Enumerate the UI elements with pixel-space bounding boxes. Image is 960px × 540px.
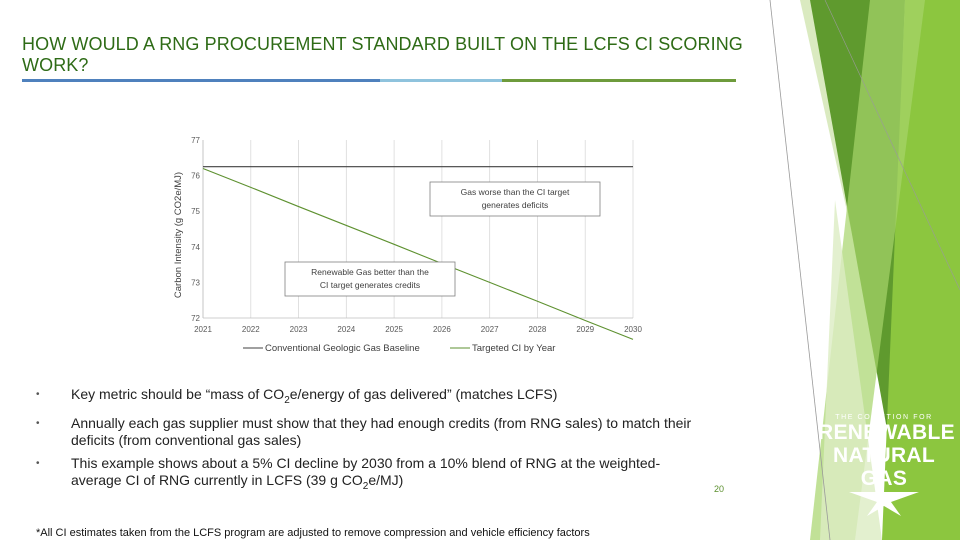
x-tick-label: 2027 bbox=[481, 325, 499, 334]
bullet-text: Annually each gas supplier must show tha… bbox=[71, 414, 692, 448]
bullet-text-end: e/MJ) bbox=[368, 471, 404, 488]
x-tick-label: 2024 bbox=[337, 325, 355, 334]
page-title: HOW WOULD A RNG PROCUREMENT STANDARD BUI… bbox=[22, 34, 743, 75]
bullet-list: • Key metric should be “mass of CO2e/ener… bbox=[36, 386, 696, 501]
bullet-dot: • bbox=[36, 417, 40, 429]
bullet-dot: • bbox=[36, 457, 40, 469]
x-tick-label: 2030 bbox=[624, 325, 642, 334]
title-underline-green bbox=[502, 79, 736, 82]
y-tick-label: 75 bbox=[191, 207, 200, 216]
bullet-item: • Annually each gas supplier must show th… bbox=[36, 415, 696, 449]
bullet-text-end: e/energy of gas delivered” (matches LCFS… bbox=[289, 386, 558, 402]
x-tick-label: 2021 bbox=[194, 325, 212, 334]
x-tick-label: 2026 bbox=[433, 325, 451, 334]
legend-label: Conventional Geologic Gas Baseline bbox=[265, 343, 420, 354]
annotation-box bbox=[284, 261, 456, 297]
series-line-target bbox=[202, 167, 634, 340]
logo-line-1: RENEWABLE bbox=[818, 421, 955, 444]
x-tick-label: 2023 bbox=[290, 325, 308, 334]
bullet-text: This example shows about a 5% CI decline… bbox=[71, 454, 661, 488]
page-number: 20 bbox=[714, 484, 725, 494]
annotation-text: CI target generates credits bbox=[320, 280, 420, 290]
logo-line-2: NATURAL GAS bbox=[832, 444, 936, 490]
bullet-item: • Key metric should be “mass of CO2e/ener… bbox=[36, 386, 696, 409]
annotation-box bbox=[429, 181, 601, 217]
x-tick-label: 2022 bbox=[242, 325, 260, 334]
rng-coalition-logo: THE COALITION FOR RENEWABLE NATURAL GAS bbox=[818, 414, 955, 516]
decorative-background bbox=[769, 0, 960, 540]
y-tick-label: 72 bbox=[191, 314, 200, 323]
bullet-subscript: 2 bbox=[362, 480, 369, 492]
bullet-subscript: 2 bbox=[284, 394, 290, 406]
y-tick-label: 76 bbox=[191, 172, 200, 181]
bullet-text: Key metric should be “mass of CO bbox=[71, 386, 285, 402]
title-underline-blue bbox=[22, 79, 380, 82]
bullet-dot: • bbox=[36, 389, 40, 400]
legend-label: Targeted CI by Year bbox=[472, 343, 555, 354]
annotation-text: Renewable Gas better than the bbox=[311, 267, 429, 277]
annotation-text: generates deficits bbox=[482, 200, 549, 210]
ci-line-chart: 72 73 74 75 76 77 2021 2022 2023 2024 2025 2026 2027… bbox=[173, 136, 642, 354]
x-tick-label: 2029 bbox=[576, 325, 594, 334]
y-tick-label: 74 bbox=[191, 243, 200, 252]
y-axis-label: Carbon Intensity (g CO2e/MJ) bbox=[173, 172, 184, 298]
footnote: *All CI estimates taken from the LCFS pr… bbox=[36, 527, 590, 539]
y-tick-label: 73 bbox=[191, 278, 200, 287]
logo-top-text: THE COALITION FOR bbox=[835, 414, 933, 421]
annotation-text: Gas worse than the CI target bbox=[461, 187, 570, 197]
x-tick-label: 2028 bbox=[529, 325, 547, 334]
logo-star-icon bbox=[849, 492, 919, 516]
y-tick-label: 77 bbox=[191, 136, 200, 145]
x-tick-label: 2025 bbox=[385, 325, 403, 334]
bullet-item: • This example shows about a 5% CI declin… bbox=[36, 455, 696, 495]
title-underline-lightblue bbox=[380, 79, 502, 82]
